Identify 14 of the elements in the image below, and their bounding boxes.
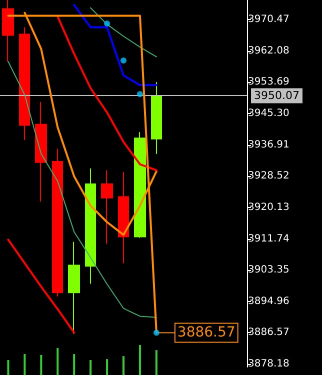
y-tick-label: 3936.91 [248, 139, 290, 150]
y-tick-label: 3970.47 [248, 14, 290, 26]
ref-line-label: 3950.07 [254, 89, 300, 102]
y-tick-label: 3928.52 [248, 170, 290, 182]
annotation: 3886.57 [177, 324, 236, 341]
y-tick-label: 3903.35 [248, 264, 290, 276]
y-tick-label: 3878.18 [248, 358, 290, 370]
y-tick-label: 3953.69 [248, 76, 290, 88]
y-tick-label: 3894.96 [248, 296, 290, 307]
y-tick-label: 3886.57 [248, 327, 290, 338]
y-tick-label: 3911.74 [248, 233, 290, 244]
y-tick-label: 3962.08 [248, 45, 290, 56]
y-tick-label: 3920.13 [248, 202, 290, 213]
y-tick-label: 3945.30 [248, 108, 290, 120]
